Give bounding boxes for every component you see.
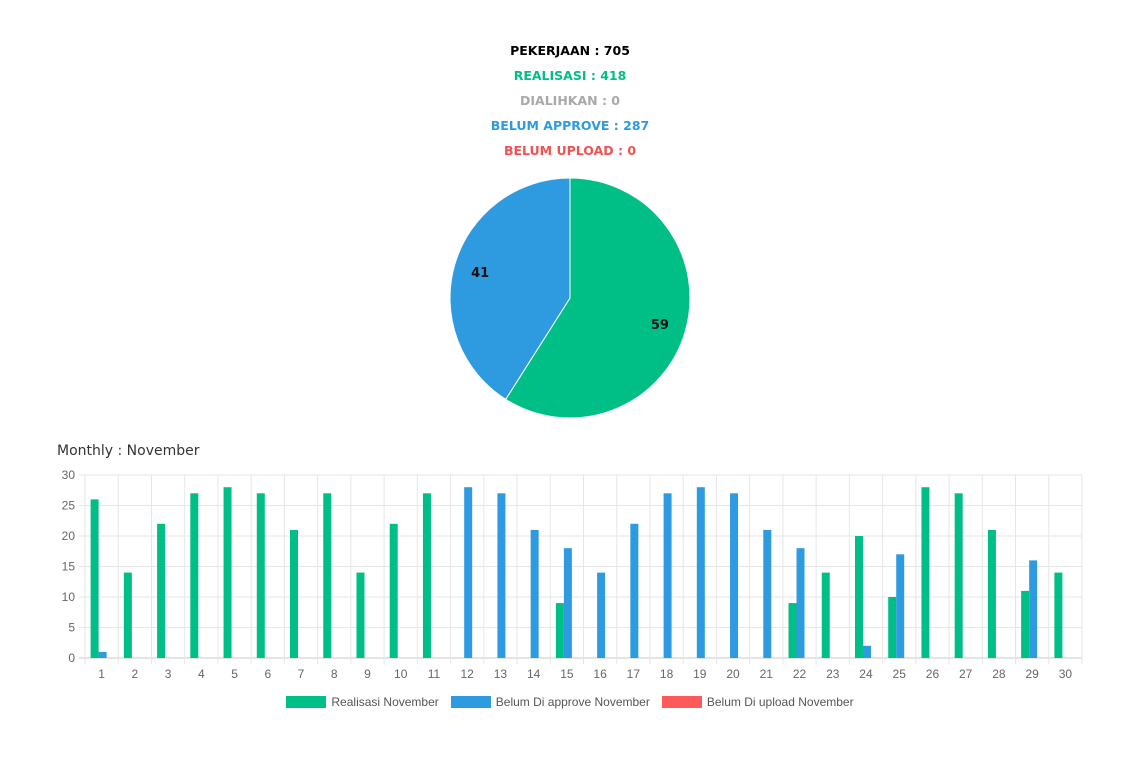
bar-realisasi-november-11[interactable]	[422, 493, 431, 658]
legend-label-belum-approve: Belum Di approve November	[495, 695, 650, 709]
belum-approve-total: BELUM APPROVE : 287	[490, 118, 650, 133]
summary-block: PEKERJAAN : 705 REALISASI : 418 DIALIHKA…	[0, 42, 1140, 167]
x-tick-label: 11	[428, 667, 441, 681]
realisasi-total: REALISASI : 418	[513, 68, 627, 83]
x-tick-label: 22	[793, 667, 807, 681]
y-tick-label: 0	[68, 651, 75, 665]
legend-label-belum-upload: Belum Di upload November	[706, 695, 854, 709]
x-tick-label: 24	[859, 667, 873, 681]
x-tick-label: 16	[593, 667, 607, 681]
bar-realisasi-november-10[interactable]	[389, 523, 398, 658]
x-tick-label: 7	[298, 667, 305, 681]
bar-chart-legend: Realisasi November Belum Di approve Nove…	[0, 695, 1140, 709]
bar-belum-di-approve-november-19[interactable]	[696, 487, 705, 658]
x-tick-label: 12	[461, 667, 475, 681]
y-tick-label: 15	[62, 560, 76, 574]
x-tick-label: 18	[660, 667, 674, 681]
bar-realisasi-november-5[interactable]	[223, 487, 232, 658]
dialihkan-total: DIALIHKAN : 0	[520, 93, 620, 108]
bar-belum-di-approve-november-29[interactable]	[1029, 560, 1038, 658]
x-tick-label: 26	[926, 667, 940, 681]
bar-belum-di-approve-november-17[interactable]	[630, 523, 639, 658]
y-tick-label: 10	[62, 590, 76, 604]
pie-data-label: 59	[651, 318, 669, 333]
bar-chart-title: Monthly : November	[57, 443, 200, 459]
x-tick-label: 4	[198, 667, 205, 681]
bar-belum-di-approve-november-24[interactable]	[862, 645, 871, 658]
bar-realisasi-november-25[interactable]	[888, 597, 897, 658]
x-tick-label: 30	[1059, 667, 1073, 681]
bar-belum-di-approve-november-14[interactable]	[530, 529, 539, 658]
legend-item-belum-approve[interactable]: Belum Di approve November	[450, 695, 650, 709]
belum-upload-total: BELUM UPLOAD : 0	[503, 143, 637, 158]
bar-belum-di-approve-november-21[interactable]	[763, 529, 772, 658]
bar-realisasi-november-8[interactable]	[323, 493, 332, 658]
pie-slice-realisasi[interactable]	[505, 177, 691, 419]
bar-belum-di-approve-november-18[interactable]	[663, 493, 672, 658]
bar-realisasi-november-28[interactable]	[987, 529, 996, 658]
pie-data-label: 41	[471, 266, 489, 281]
bar-realisasi-november-3[interactable]	[157, 523, 166, 658]
bar-realisasi-november-15[interactable]	[555, 603, 564, 658]
legend-swatch-belum-upload	[661, 696, 702, 708]
bar-realisasi-november-2[interactable]	[123, 572, 132, 658]
x-tick-label: 2	[132, 667, 139, 681]
bar-belum-di-approve-november-20[interactable]	[730, 493, 739, 658]
bar-realisasi-november-26[interactable]	[921, 487, 930, 658]
bar-realisasi-november-7[interactable]	[290, 529, 299, 658]
pekerjaan-total: PEKERJAAN : 705	[510, 43, 630, 58]
y-tick-label: 20	[62, 529, 76, 543]
bar-realisasi-november-30[interactable]	[1054, 572, 1063, 658]
x-tick-label: 23	[826, 667, 840, 681]
x-tick-label: 29	[1025, 667, 1039, 681]
bar-belum-di-approve-november-12[interactable]	[464, 487, 473, 658]
pie-slice-belum-approve[interactable]	[449, 177, 571, 401]
bar-realisasi-november-24[interactable]	[854, 536, 863, 658]
x-tick-label: 8	[331, 667, 338, 681]
bar-realisasi-november-1[interactable]	[90, 499, 99, 658]
bar-belum-di-approve-november-16[interactable]	[597, 572, 606, 658]
x-tick-label: 25	[893, 667, 907, 681]
x-tick-label: 10	[394, 667, 408, 681]
x-tick-label: 19	[693, 667, 707, 681]
bar-realisasi-november-27[interactable]	[954, 493, 963, 658]
x-tick-label: 9	[364, 667, 371, 681]
bar-realisasi-november-6[interactable]	[256, 493, 265, 658]
x-tick-label: 3	[165, 667, 172, 681]
x-tick-label: 14	[527, 667, 541, 681]
bar-realisasi-november-23[interactable]	[821, 572, 830, 658]
bar-belum-di-approve-november-1[interactable]	[98, 651, 107, 658]
x-tick-label: 20	[726, 667, 740, 681]
x-tick-label: 15	[560, 667, 574, 681]
legend-item-belum-upload[interactable]: Belum Di upload November	[661, 695, 854, 709]
bar-realisasi-november-4[interactable]	[190, 493, 199, 658]
x-tick-label: 6	[264, 667, 271, 681]
legend-swatch-belum-approve	[450, 696, 491, 708]
x-tick-label: 1	[98, 667, 105, 681]
bar-realisasi-november-29[interactable]	[1021, 590, 1030, 658]
bar-belum-di-approve-november-15[interactable]	[563, 548, 572, 658]
bar-belum-di-approve-november-22[interactable]	[796, 548, 805, 658]
x-tick-label: 21	[760, 667, 774, 681]
bar-belum-di-approve-november-13[interactable]	[497, 493, 506, 658]
x-tick-label: 28	[992, 667, 1006, 681]
y-tick-label: 25	[62, 499, 76, 513]
y-tick-label: 5	[68, 621, 75, 635]
x-tick-label: 17	[627, 667, 641, 681]
legend-item-realisasi[interactable]: Realisasi November	[286, 695, 439, 709]
x-tick-label: 5	[231, 667, 238, 681]
x-tick-label: 27	[959, 667, 973, 681]
x-tick-label: 13	[494, 667, 508, 681]
bar-realisasi-november-9[interactable]	[356, 572, 365, 658]
bar-realisasi-november-22[interactable]	[788, 603, 797, 658]
y-tick-label: 30	[62, 468, 76, 482]
legend-label-realisasi: Realisasi November	[331, 695, 439, 709]
pie-chart: 59 41	[449, 177, 691, 419]
legend-swatch-realisasi	[286, 696, 327, 708]
bar-belum-di-approve-november-25[interactable]	[896, 554, 905, 658]
